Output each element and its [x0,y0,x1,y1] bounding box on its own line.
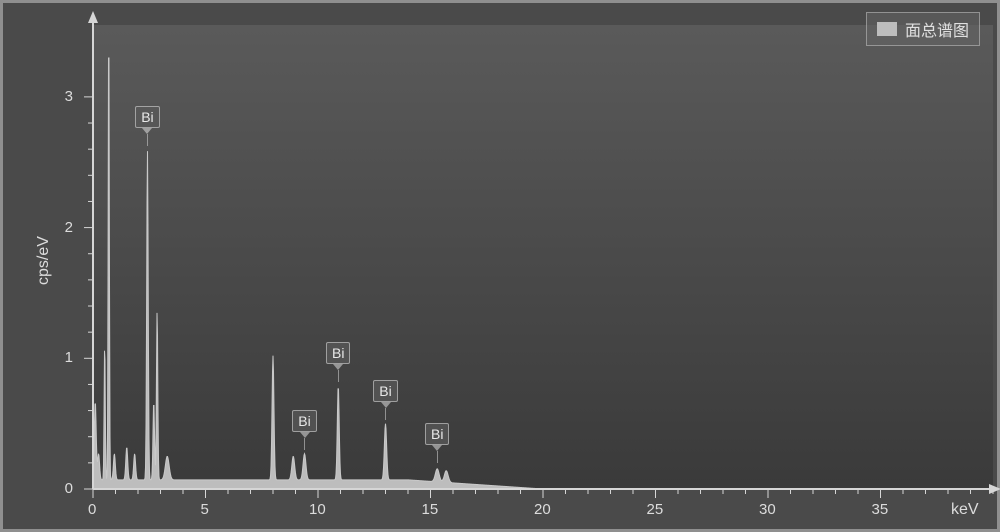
x-tick-label: 35 [872,501,889,518]
peak-marker-line [437,451,438,463]
peak-marker-line [385,408,386,420]
peak-marker: Bi [290,410,320,450]
peak-marker-pointer [142,128,152,134]
x-tick-label: 20 [534,501,551,518]
y-tick-label: 1 [65,349,73,366]
x-tick-label: 10 [309,501,326,518]
x-tick-label: 0 [88,501,96,518]
x-tick-label: 30 [759,501,776,518]
peak-marker-pointer [300,432,310,438]
chart-frame: cps/eV keV 面总谱图 BiBiBiBiBi 0123051015202… [0,0,1000,532]
peak-marker: Bi [132,106,162,146]
peak-label: Bi [135,106,159,128]
peak-label: Bi [292,410,316,432]
peak-marker: Bi [371,380,401,420]
y-tick-label: 2 [65,219,73,236]
peak-label: Bi [326,342,350,364]
peak-marker-pointer [432,445,442,451]
peak-marker-line [304,438,305,450]
peak-marker: Bi [422,423,452,463]
y-tick-label: 0 [65,480,73,497]
x-tick-label: 25 [647,501,664,518]
peak-marker-pointer [333,364,343,370]
peak-marker: Bi [323,342,353,382]
y-tick-label: 3 [65,88,73,105]
peak-marker-line [338,370,339,382]
peak-marker-line [147,134,148,146]
peak-marker-layer: Bi Bi Bi Bi Bi [3,3,997,529]
peak-marker-pointer [381,402,391,408]
x-tick-label: 15 [422,501,439,518]
peak-label: Bi [425,423,449,445]
x-tick-label: 5 [201,501,209,518]
peak-label: Bi [373,380,397,402]
